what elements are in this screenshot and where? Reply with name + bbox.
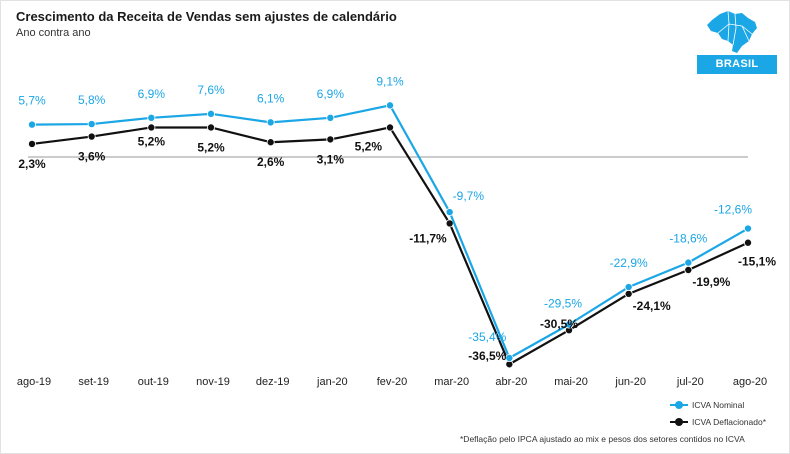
data-label-nominal: 6,9%	[317, 87, 345, 101]
data-label-deflated: 2,6%	[257, 155, 285, 169]
legend-nominal-marker	[675, 401, 683, 409]
point-deflated	[744, 238, 753, 247]
point-deflated	[624, 289, 633, 298]
series-nominal	[27, 101, 753, 362]
x-tick-label: abr-20	[495, 376, 527, 388]
point-deflated	[684, 265, 693, 274]
point-nominal	[445, 208, 454, 217]
data-label-nominal: -35,4%	[468, 330, 506, 344]
point-deflated	[326, 135, 335, 144]
point-nominal	[565, 320, 574, 329]
series-line-deflated	[31, 126, 749, 366]
point-deflated	[27, 139, 36, 148]
x-tick-labels: ago-19 set-19 out-19 nov-19 dez-19 jan-20 fev-…	[17, 376, 767, 388]
x-tick-label: set-19	[78, 376, 109, 388]
point-nominal	[266, 118, 275, 127]
point-nominal	[624, 283, 633, 292]
legend: ICVA Nominal ICVA Deflacionado*	[670, 400, 767, 427]
data-label-nominal: 5,7%	[18, 94, 46, 108]
data-label-nominal: 6,1%	[257, 91, 285, 105]
data-label-deflated: 5,2%	[138, 134, 166, 148]
chart-subtitle: Ano contra ano	[16, 27, 91, 39]
x-tick-label: fev-20	[377, 376, 408, 388]
x-tick-label: mai-20	[554, 376, 588, 388]
series-layer: 5,7% 5,8% 6,9% 7,6% 6,1% 6,9% 9,1% -9,7% -35,4% -…	[18, 74, 776, 369]
data-label-deflated: -19,9%	[692, 275, 730, 289]
legend-deflated-label: ICVA Deflacionado*	[692, 417, 767, 427]
x-tick-label: nov-19	[196, 376, 230, 388]
data-label-nominal: 6,9%	[138, 87, 166, 101]
point-deflated	[87, 132, 96, 141]
series-deflated	[27, 123, 753, 369]
data-label-deflated: -15,1%	[738, 255, 776, 269]
point-deflated	[147, 123, 156, 132]
data-label-nominal: -18,6%	[669, 232, 707, 246]
point-deflated	[206, 123, 215, 132]
data-label-nominal: -9,7%	[453, 189, 485, 203]
data-label-nominal: -29,5%	[544, 297, 582, 311]
region-badge: BRASIL	[697, 55, 777, 74]
point-nominal	[206, 109, 215, 118]
data-label-nominal: 5,8%	[78, 93, 106, 107]
x-tick-label: jan-20	[316, 376, 348, 388]
point-nominal	[684, 258, 693, 267]
data-label-nominal: -12,6%	[714, 203, 752, 217]
data-label-nominal: 7,6%	[197, 83, 225, 97]
chart-title: Crescimento da Receita de Vendas sem aju…	[16, 9, 397, 24]
point-nominal	[744, 224, 753, 233]
point-nominal	[385, 101, 394, 110]
x-tick-label: ago-19	[17, 376, 51, 388]
data-label-deflated: 5,2%	[197, 140, 225, 154]
data-label-nominal: -22,9%	[610, 256, 648, 270]
x-tick-label: jun-20	[614, 376, 646, 388]
x-tick-label: mar-20	[434, 376, 469, 388]
data-label-deflated: -11,7%	[409, 231, 447, 245]
data-label-deflated: -36,5%	[468, 349, 506, 363]
point-nominal	[87, 120, 96, 129]
data-label-deflated: 5,2%	[355, 139, 383, 153]
point-nominal	[27, 120, 36, 129]
legend-deflated-marker	[675, 418, 683, 426]
x-tick-label: dez-19	[256, 376, 290, 388]
x-tick-label: ago-20	[733, 376, 767, 388]
data-label-deflated: 3,6%	[78, 150, 106, 164]
point-nominal	[326, 113, 335, 122]
data-label-deflated: -24,1%	[633, 299, 671, 313]
point-nominal	[147, 113, 156, 122]
point-deflated	[266, 138, 275, 147]
point-deflated	[385, 123, 394, 132]
brazil-map-icon	[707, 10, 757, 53]
data-label-deflated: 2,3%	[18, 157, 46, 171]
data-label-deflated: 3,1%	[317, 152, 345, 166]
data-label-deflated: -30,5%	[540, 317, 578, 331]
data-label-nominal: 9,1%	[376, 74, 404, 88]
x-tick-label: out-19	[138, 376, 169, 388]
point-nominal	[505, 353, 514, 362]
footnote: *Deflação pelo IPCA ajustado ao mix e pe…	[460, 434, 745, 444]
legend-nominal-label: ICVA Nominal	[692, 400, 744, 410]
x-tick-label: jul-20	[676, 376, 704, 388]
